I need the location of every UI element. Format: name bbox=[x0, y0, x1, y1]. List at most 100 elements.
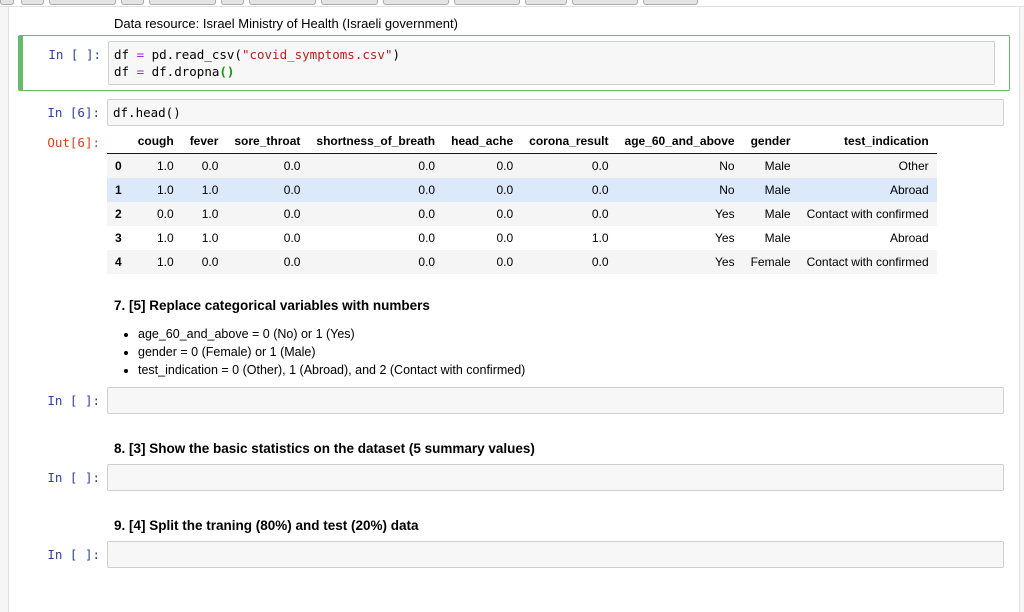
section-title: 7. [5] Replace categorical variables wit… bbox=[114, 298, 430, 313]
table-cell: 1.0 bbox=[157, 255, 174, 269]
markdown-cell-section7: 7. [5] Replace categorical variables wit… bbox=[9, 298, 1019, 379]
table-row: 2 0.0 1.0 0.0 0.0 0.0 0.0 Yes Male Conta… bbox=[107, 202, 937, 226]
table-cell: Yes bbox=[715, 231, 735, 245]
code-cell-read-csv[interactable]: In [ ]: df = pd.read_csv("covid_symptoms… bbox=[18, 35, 1010, 91]
table-cell: 0.0 bbox=[496, 255, 514, 269]
toolbar-button-stub[interactable] bbox=[643, 0, 698, 5]
markdown-cell-section8: 8. [3] Show the basic statistics on the … bbox=[9, 441, 1019, 456]
code-line: df = df.dropna() bbox=[114, 63, 989, 80]
table-cell: 1.0 bbox=[201, 231, 219, 245]
toolbar-button-stub[interactable] bbox=[321, 0, 378, 5]
input-prompt: In [ ]: bbox=[48, 47, 101, 62]
code-token-operator: = bbox=[136, 64, 145, 79]
code-token-operator: = bbox=[136, 47, 145, 62]
code-editor-empty-2[interactable] bbox=[107, 464, 1004, 491]
row-index: 3 bbox=[115, 231, 122, 245]
code-line: df = pd.read_csv("covid_symptoms.csv") bbox=[114, 46, 989, 63]
intro-text: Data resource: Israel Ministry of Health… bbox=[114, 16, 458, 31]
toolbar-button-stub[interactable] bbox=[572, 0, 638, 5]
table-cell: Abroad bbox=[889, 231, 929, 245]
toolbar-button-stub[interactable] bbox=[454, 0, 520, 5]
toolbar-strip bbox=[0, 0, 1024, 7]
code-cell-empty-3[interactable]: In [ ]: bbox=[9, 541, 1019, 568]
table-cell: Male bbox=[764, 183, 791, 197]
toolbar-button-stub[interactable] bbox=[21, 0, 44, 5]
table-cell: 1.0 bbox=[201, 183, 219, 197]
table-cell: Contact with confirmed bbox=[806, 207, 929, 221]
table-cell: 1.0 bbox=[201, 207, 219, 221]
input-prompt: In [ ]: bbox=[47, 547, 100, 562]
table-cell: Male bbox=[764, 207, 791, 221]
code-editor-read-csv[interactable]: df = pd.read_csv("covid_symptoms.csv") df… bbox=[108, 41, 995, 85]
table-corner-cell bbox=[107, 129, 130, 154]
table-cell: Contact with confirmed bbox=[806, 255, 929, 269]
toolbar-button-stub[interactable] bbox=[249, 0, 316, 5]
code-token: ) bbox=[392, 47, 400, 62]
table-cell: Other bbox=[898, 159, 929, 173]
toolbar-button-stub[interactable] bbox=[149, 0, 216, 5]
markdown-cell-section9: 9. [4] Split the traning (80%) and test … bbox=[9, 518, 1019, 533]
table-cell: Yes bbox=[715, 255, 735, 269]
table-cell: 0.0 bbox=[496, 207, 514, 221]
table-cell: 0.0 bbox=[496, 159, 514, 173]
table-cell: 0.0 bbox=[591, 183, 609, 197]
code-cell-head[interactable]: In [6]: df.head() bbox=[9, 99, 1019, 126]
toolbar-button-stub[interactable] bbox=[221, 0, 244, 5]
column-header: cough bbox=[129, 129, 182, 154]
output-content: cough fever sore_throat shortness_of_bre… bbox=[107, 129, 937, 274]
row-index: 2 bbox=[115, 207, 122, 221]
table-cell: 0.0 bbox=[157, 207, 174, 221]
column-header: test_indication bbox=[798, 129, 937, 154]
table-cell: 0.0 bbox=[496, 183, 514, 197]
code-cell-empty-1[interactable]: In [ ]: bbox=[9, 387, 1019, 414]
table-cell: 0.0 bbox=[591, 255, 609, 269]
code-token: df.head() bbox=[113, 105, 181, 120]
toolbar-button-stub[interactable] bbox=[121, 0, 144, 5]
table-cell: Abroad bbox=[889, 183, 929, 197]
table-cell: Female bbox=[750, 255, 791, 269]
row-index: 1 bbox=[115, 183, 122, 197]
column-header: fever bbox=[181, 129, 227, 154]
bullet-item: age_60_and_above = 0 (No) or 1 (Yes) bbox=[138, 325, 999, 343]
toolbar-button-stub[interactable] bbox=[525, 0, 567, 5]
toolbar-button-stub[interactable] bbox=[0, 0, 14, 5]
code-token: df.dropna bbox=[144, 64, 220, 79]
table-cell: 0.0 bbox=[418, 183, 436, 197]
code-cell-empty-2[interactable]: In [ ]: bbox=[9, 464, 1019, 491]
input-prompt: In [ ]: bbox=[47, 393, 100, 408]
table-cell: 0.0 bbox=[201, 159, 219, 173]
dataframe-table: cough fever sore_throat shortness_of_bre… bbox=[107, 129, 937, 274]
column-header: corona_result bbox=[521, 129, 617, 154]
table-cell: 1.0 bbox=[157, 183, 174, 197]
notebook-container: Data resource: Israel Ministry of Health… bbox=[8, 7, 1020, 612]
table-cell: 0.0 bbox=[418, 255, 436, 269]
code-token: df bbox=[114, 64, 137, 79]
toolbar-button-stub[interactable] bbox=[49, 0, 116, 5]
table-cell: 0.0 bbox=[201, 255, 219, 269]
code-editor-empty-1[interactable] bbox=[107, 387, 1004, 414]
toolbar-button-stub[interactable] bbox=[383, 0, 449, 5]
output-prompt: Out[6]: bbox=[47, 135, 100, 150]
table-cell: 0.0 bbox=[496, 231, 514, 245]
table-cell: Male bbox=[764, 231, 791, 245]
table-row-highlighted: 1 1.0 1.0 0.0 0.0 0.0 0.0 No Male Abroad bbox=[107, 178, 937, 202]
column-header: sore_throat bbox=[226, 129, 309, 154]
markdown-cell-intro: Data resource: Israel Ministry of Health… bbox=[9, 7, 1019, 32]
column-header: head_ache bbox=[443, 129, 522, 154]
table-cell: 1.0 bbox=[157, 159, 174, 173]
table-cell: Yes bbox=[715, 207, 735, 221]
table-cell: 0.0 bbox=[418, 159, 436, 173]
input-prompt: In [ ]: bbox=[47, 470, 100, 485]
code-editor-head[interactable]: df.head() bbox=[107, 99, 1004, 126]
table-row: 4 1.0 0.0 0.0 0.0 0.0 0.0 Yes Female Con… bbox=[107, 250, 937, 274]
code-editor-empty-3[interactable] bbox=[107, 541, 1004, 568]
section-title: 8. [3] Show the basic statistics on the … bbox=[114, 441, 535, 456]
table-cell: 0.0 bbox=[591, 207, 609, 221]
table-header-row: cough fever sore_throat shortness_of_bre… bbox=[107, 129, 937, 154]
row-index: 0 bbox=[115, 159, 122, 173]
table-cell: 1.0 bbox=[157, 231, 174, 245]
code-token-string: "covid_symptoms.csv" bbox=[241, 47, 393, 62]
table-row: 3 1.0 1.0 0.0 0.0 0.0 1.0 Yes Male Abroa… bbox=[107, 226, 937, 250]
code-token: pd.read_csv( bbox=[144, 47, 242, 62]
table-cell: 0.0 bbox=[591, 159, 609, 173]
